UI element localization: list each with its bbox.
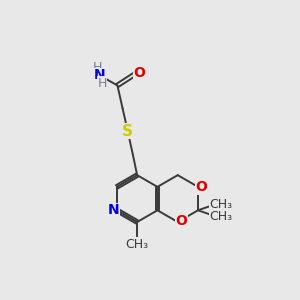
Text: O: O — [134, 66, 146, 80]
Text: N: N — [108, 203, 119, 217]
Text: H: H — [93, 61, 102, 74]
Text: CH₃: CH₃ — [126, 238, 149, 250]
Text: H: H — [97, 77, 107, 90]
Text: O: O — [175, 214, 187, 228]
Text: N: N — [94, 68, 106, 83]
Text: S: S — [122, 124, 133, 139]
Text: O: O — [196, 180, 207, 194]
Text: CH₃: CH₃ — [209, 210, 232, 223]
Text: CH₃: CH₃ — [209, 197, 232, 211]
